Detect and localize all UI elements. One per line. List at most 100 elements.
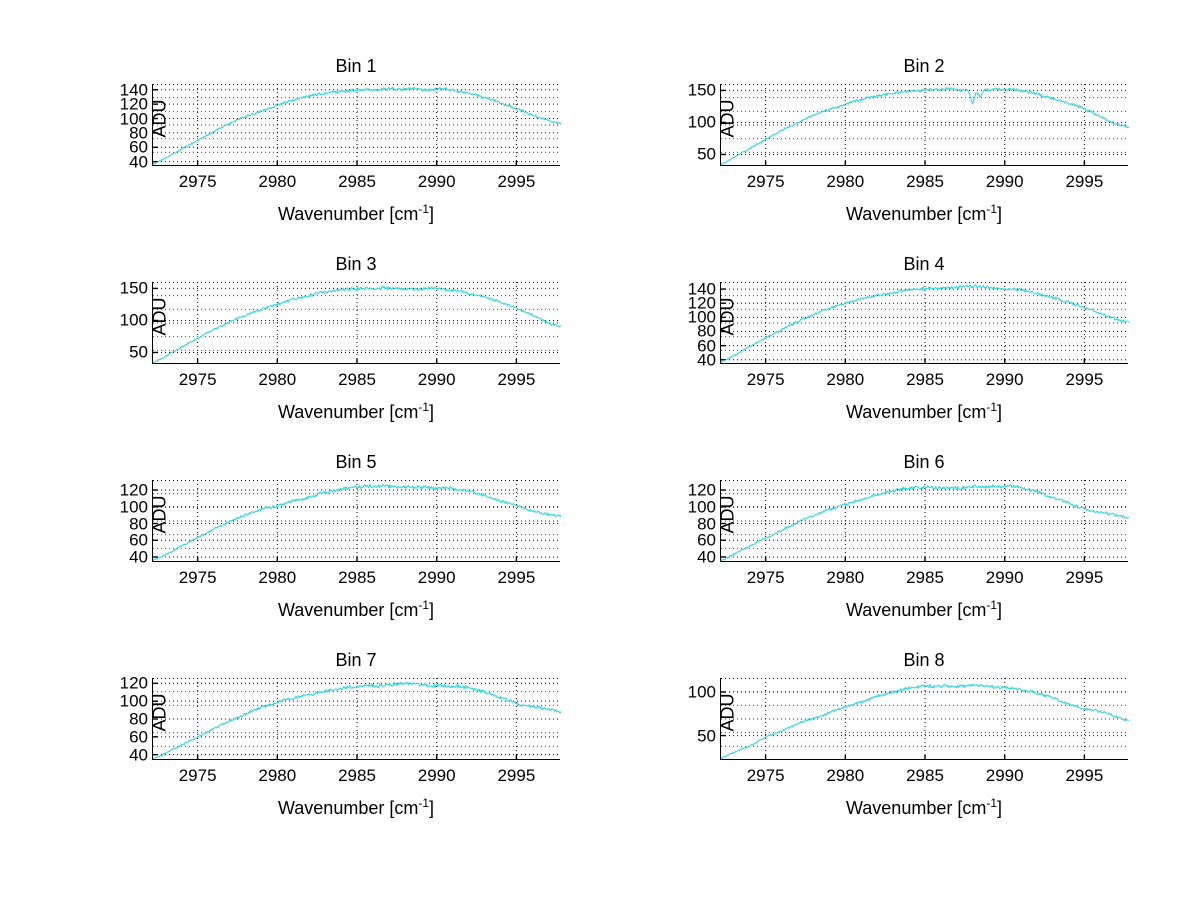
x-tick-label: 2995 [1065, 370, 1104, 389]
plot-svg [720, 480, 1130, 562]
x-tick-label: 2975 [746, 568, 785, 587]
x-axis-label: Wavenumber [cm-1] [152, 401, 560, 423]
plot-area: 50 100 2975 2980 2985 2990 2995 ADU [688, 678, 1130, 785]
x-axis-label-text: Wavenumber [cm [277, 600, 419, 620]
x-axis-label-text: Wavenumber [cm [845, 402, 987, 422]
subplot-bin-2: Bin 2 50 100 150 2975 2980 2985 2990 2995 ADU Wave… [668, 56, 1188, 256]
x-axis-label: Wavenumber [cm-1] [720, 202, 1128, 225]
y-tick-label: 140 [119, 80, 148, 100]
y-tick-label: 40 [129, 547, 148, 567]
x-axis-label-close: ] [997, 402, 1003, 422]
subplot-title: Bin 1 [335, 56, 377, 76]
data-line [720, 484, 1130, 561]
x-tick-label: 2980 [826, 370, 865, 389]
plot-area: 40 60 80 100 120 140 2975 2980 2985 2990 2995 ADU [688, 281, 1130, 389]
y-tick-label: 100 [119, 109, 148, 129]
x-tick-marks [153, 89, 518, 166]
y-tick-label: 100 [119, 497, 148, 517]
x-axis-label-text: Wavenumber [cm [845, 600, 987, 620]
data-line [152, 483, 562, 561]
x-tick-label: 2985 [906, 172, 944, 191]
x-tick-label: 2995 [497, 172, 536, 191]
y-tick-label: 40 [697, 350, 716, 370]
y-axis-label: ADU [717, 693, 738, 732]
x-tick-label: 2975 [178, 370, 217, 389]
y-tick-label: 60 [129, 137, 148, 157]
plot-svg [720, 678, 1130, 760]
y-tick-label: 60 [697, 336, 716, 356]
subplot-title: Bin 7 [335, 650, 377, 670]
y-tick-label: 60 [697, 530, 716, 550]
gridlines [153, 84, 561, 166]
subplot-bin-6: Bin 6 40 60 80 100 120 2975 2980 2985 2990 2995 ADU… [668, 452, 1188, 652]
plot-area: 50 100 150 2975 2980 2985 2990 2995 ADU [688, 82, 1130, 191]
x-tick-label: 2995 [1065, 172, 1104, 191]
subplot-title: Bin 2 [903, 56, 945, 76]
x-tick-label: 2990 [985, 370, 1024, 389]
x-tick-label: 2980 [826, 766, 865, 785]
x-tick-label: 2980 [258, 172, 297, 191]
x-tick-label: 2975 [178, 766, 217, 785]
x-tick-label: 2975 [746, 370, 785, 389]
y-tick-label: 150 [687, 80, 716, 100]
x-tick-label: 2995 [497, 766, 536, 785]
data-line [152, 681, 562, 760]
plot-area: 40 60 80 100 120 2975 2980 2985 2990 2995 ADU [120, 480, 562, 587]
y-tick-label: 80 [129, 514, 148, 533]
x-tick-label: 2995 [497, 370, 536, 389]
plot-area: 40 60 80 100 120 140 2975 2980 2985 2990 2995 ADU [120, 81, 562, 191]
y-tick-label: 60 [129, 530, 148, 550]
x-tick-label: 2980 [258, 568, 297, 587]
plot-area: 50 100 150 2975 2980 2985 2990 2995 ADU [120, 280, 562, 389]
x-tick-label: 2995 [1065, 568, 1104, 587]
plot-svg [720, 84, 1130, 166]
x-tick-label: 2985 [338, 766, 376, 785]
data-line [152, 86, 562, 166]
y-tick-label: 60 [129, 727, 148, 747]
subplot-bin-4: Bin 4 40 60 80 100 120 140 2975 2980 2985 2990 2995… [668, 254, 1188, 454]
x-tick-label: 2980 [826, 568, 865, 587]
y-tick-label: 80 [697, 321, 716, 341]
subplot-bin-8: Bin 8 50 100 2975 2980 2985 2990 2995 ADU Wavenum… [668, 650, 1188, 850]
x-tick-label: 2975 [178, 172, 217, 191]
plot-svg [152, 84, 562, 166]
x-axis-label-close: ] [997, 204, 1003, 224]
x-axis-label-exponent: -1 [986, 202, 998, 216]
x-tick-label: 2995 [1065, 766, 1104, 785]
x-axis-label: Wavenumber [cm-1] [152, 202, 560, 225]
plot-svg [152, 480, 562, 562]
x-tick-marks [153, 489, 518, 562]
plot-area: 40 60 80 100 120 2975 2980 2985 2990 2995 ADU [688, 480, 1130, 587]
x-tick-label: 2985 [338, 172, 376, 191]
plot-svg [152, 678, 562, 760]
data-line [720, 86, 1130, 165]
data-line [720, 683, 1130, 760]
subplot-bin-1: Bin 1 40 60 80 100 120 140 2975 2980 2985 2990 2995… [100, 56, 620, 256]
y-tick-label: 80 [129, 123, 148, 143]
y-tick-label: 40 [697, 547, 716, 567]
x-tick-label: 2985 [338, 370, 376, 389]
y-tick-label: 100 [687, 682, 716, 702]
x-tick-label: 2990 [985, 766, 1024, 785]
x-axis-label-text: Wavenumber [cm [277, 204, 419, 224]
data-line [152, 285, 562, 364]
x-axis-label-text: Wavenumber [cm [845, 798, 987, 818]
x-tick-label: 2985 [906, 568, 944, 587]
plot-svg [720, 282, 1130, 364]
x-tick-marks [721, 288, 1086, 364]
y-axis-label: ADU [717, 99, 738, 138]
x-tick-label: 2980 [258, 766, 297, 785]
x-tick-marks [721, 89, 1086, 166]
x-tick-label: 2975 [746, 766, 785, 785]
y-tick-label: 120 [687, 480, 716, 500]
x-axis-label-exponent: -1 [418, 202, 430, 216]
x-tick-label: 2975 [178, 568, 217, 587]
y-tick-label: 50 [697, 144, 716, 164]
y-tick-label: 50 [697, 726, 716, 746]
subplot-title: Bin 6 [903, 452, 945, 472]
y-tick-label: 50 [129, 342, 148, 362]
y-axis-label: ADU [149, 495, 170, 534]
x-axis-label-exponent: -1 [418, 796, 430, 810]
x-tick-label: 2990 [985, 568, 1024, 587]
